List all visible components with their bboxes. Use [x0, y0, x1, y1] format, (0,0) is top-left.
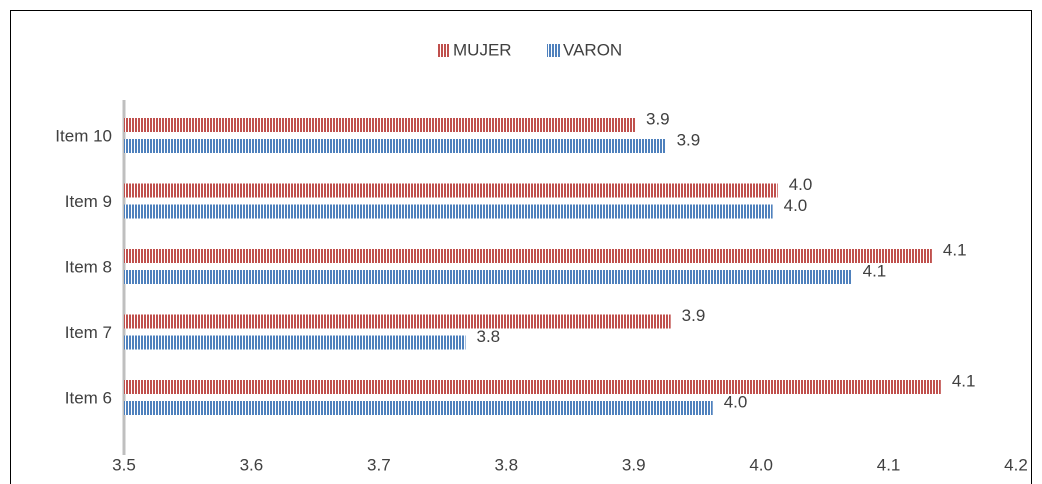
data-label: 3.8: [477, 327, 501, 346]
legend-swatch: [547, 44, 560, 57]
x-tick-label: 3.5: [112, 455, 136, 474]
bar: [124, 183, 778, 198]
data-label: 4.0: [789, 175, 813, 194]
bar: [124, 139, 666, 153]
x-tick-label: 3.7: [367, 455, 391, 474]
bar: [124, 270, 852, 284]
data-label: 4.0: [784, 196, 808, 215]
x-tick-label: 4.0: [749, 455, 773, 474]
bar: [124, 314, 671, 329]
data-label: 3.9: [646, 109, 670, 128]
data-label: 3.9: [677, 130, 701, 149]
data-label: 4.0: [724, 392, 748, 411]
data-label: 4.1: [952, 371, 976, 390]
legend-label: MUJER: [453, 40, 512, 59]
x-tick-label: 3.9: [622, 455, 646, 474]
bar: [124, 380, 941, 394]
bar: [124, 401, 713, 415]
y-tick-label: Item 6: [65, 388, 112, 407]
y-tick-label: Item 7: [65, 323, 112, 342]
data-label: 4.1: [943, 240, 967, 259]
y-tick-label: Item 9: [65, 192, 112, 211]
data-label: 3.9: [682, 306, 706, 325]
bar: [124, 249, 932, 263]
bar: [124, 335, 466, 350]
x-tick-label: 3.8: [494, 455, 518, 474]
y-tick-label: Item 8: [65, 257, 112, 276]
x-tick-label: 4.1: [877, 455, 901, 474]
x-tick-label: 3.6: [240, 455, 264, 474]
x-tick-label: 4.2: [1004, 455, 1028, 474]
legend-label: VARON: [563, 40, 622, 59]
legend-swatch: [437, 44, 450, 57]
data-label: 4.1: [863, 261, 887, 280]
y-tick-label: Item 10: [55, 126, 112, 145]
bar: [124, 118, 635, 132]
bar: [124, 204, 773, 219]
